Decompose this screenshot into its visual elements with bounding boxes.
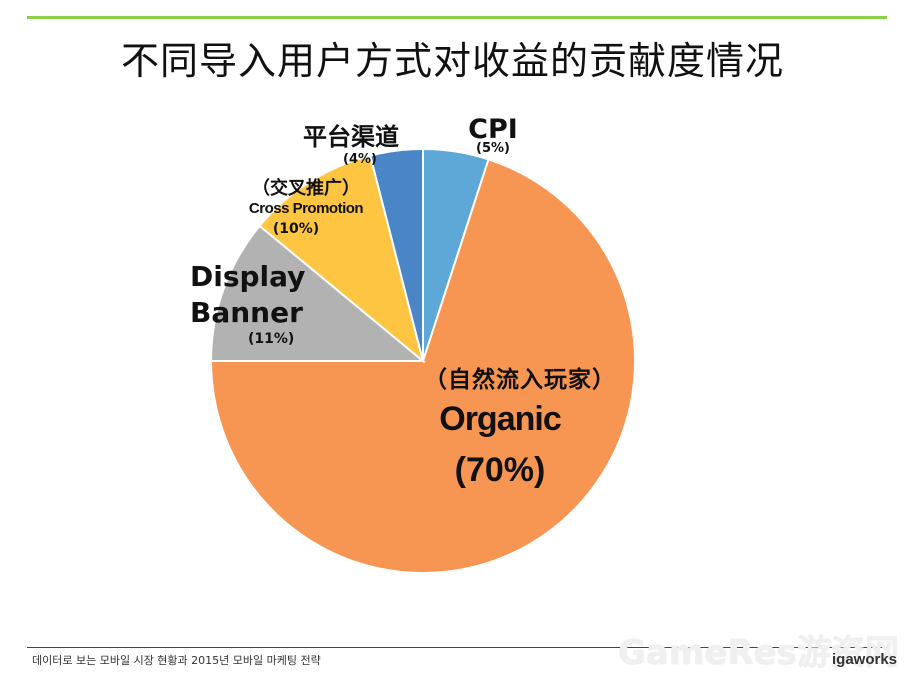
label-platform-pct: (4%) <box>343 152 377 167</box>
label-display-line2: Banner <box>190 296 303 329</box>
label-cpi-name: CPI <box>468 114 518 145</box>
footer-text: 데이터로 보는 모바일 시장 현황과 2015년 모바일 마케팅 전략 <box>32 654 321 667</box>
label-organic-en: Organic <box>439 400 561 438</box>
label-cpi-pct: (5%) <box>476 141 510 156</box>
label-organic-cn: （自然流入玩家） <box>424 367 616 393</box>
igaworks-logo: igaworks <box>832 651 898 668</box>
slice-display-banner <box>209 224 426 362</box>
label-cpi: CPI (5%) <box>448 114 538 156</box>
slice-cross-promotion <box>258 154 425 364</box>
label-cross-en: Cross Promotion <box>248 200 364 217</box>
label-cross-promotion: （交叉推广） Cross Promotion (10%) <box>226 174 386 237</box>
label-display-pct: (11%) <box>248 331 295 347</box>
label-cross-pct: (10%) <box>272 221 320 237</box>
label-cross-cn: （交叉推广） <box>252 178 360 199</box>
slice-organic <box>209 158 636 574</box>
label-organic: （自然流入玩家） Organic (70%) <box>385 360 655 490</box>
label-platform: 平台渠道 (4%) <box>276 117 426 167</box>
slice-platform <box>369 147 424 362</box>
label-display-line1: Display <box>190 260 306 293</box>
label-display-banner: Display Banner (11%) <box>190 259 320 347</box>
top-divider <box>27 16 887 19</box>
watermark: GameRes游资网 <box>618 633 899 673</box>
chart-title: 不同导入用户方式对收益的贡献度情况 <box>120 39 784 83</box>
label-organic-pct: (70%) <box>454 451 546 489</box>
bottom-divider <box>27 647 887 648</box>
label-platform-name: 平台渠道 <box>303 123 399 151</box>
